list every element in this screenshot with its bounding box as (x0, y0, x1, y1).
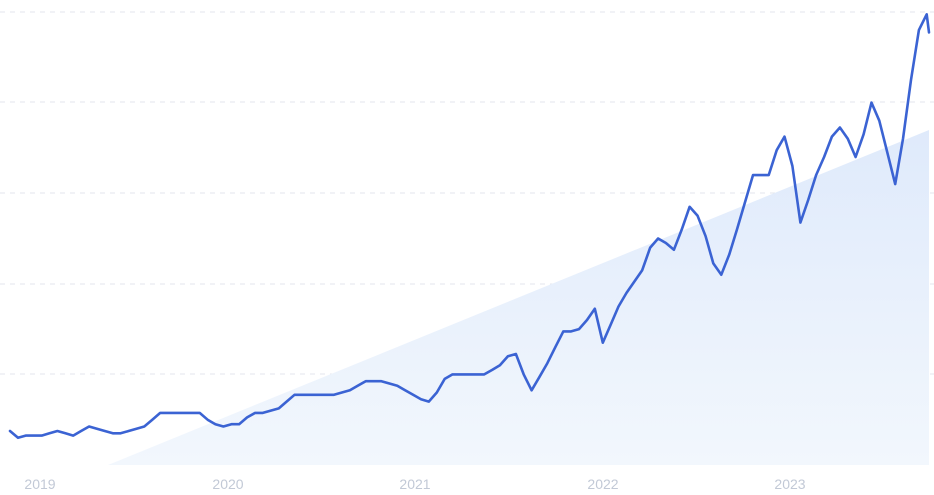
trend-area-layer (108, 130, 929, 465)
x-axis-ticks: 2019 2020 2021 2022 2023 (24, 476, 805, 492)
x-tick-label-2020: 2020 (212, 476, 243, 492)
x-tick-label-2023: 2023 (774, 476, 805, 492)
series-layer (8, 13, 931, 440)
trend-area (108, 130, 929, 465)
series-line-1 (8, 13, 931, 440)
x-tick-label-2021: 2021 (399, 476, 430, 492)
x-tick-label-2022: 2022 (587, 476, 618, 492)
x-tick-label-2019: 2019 (24, 476, 55, 492)
